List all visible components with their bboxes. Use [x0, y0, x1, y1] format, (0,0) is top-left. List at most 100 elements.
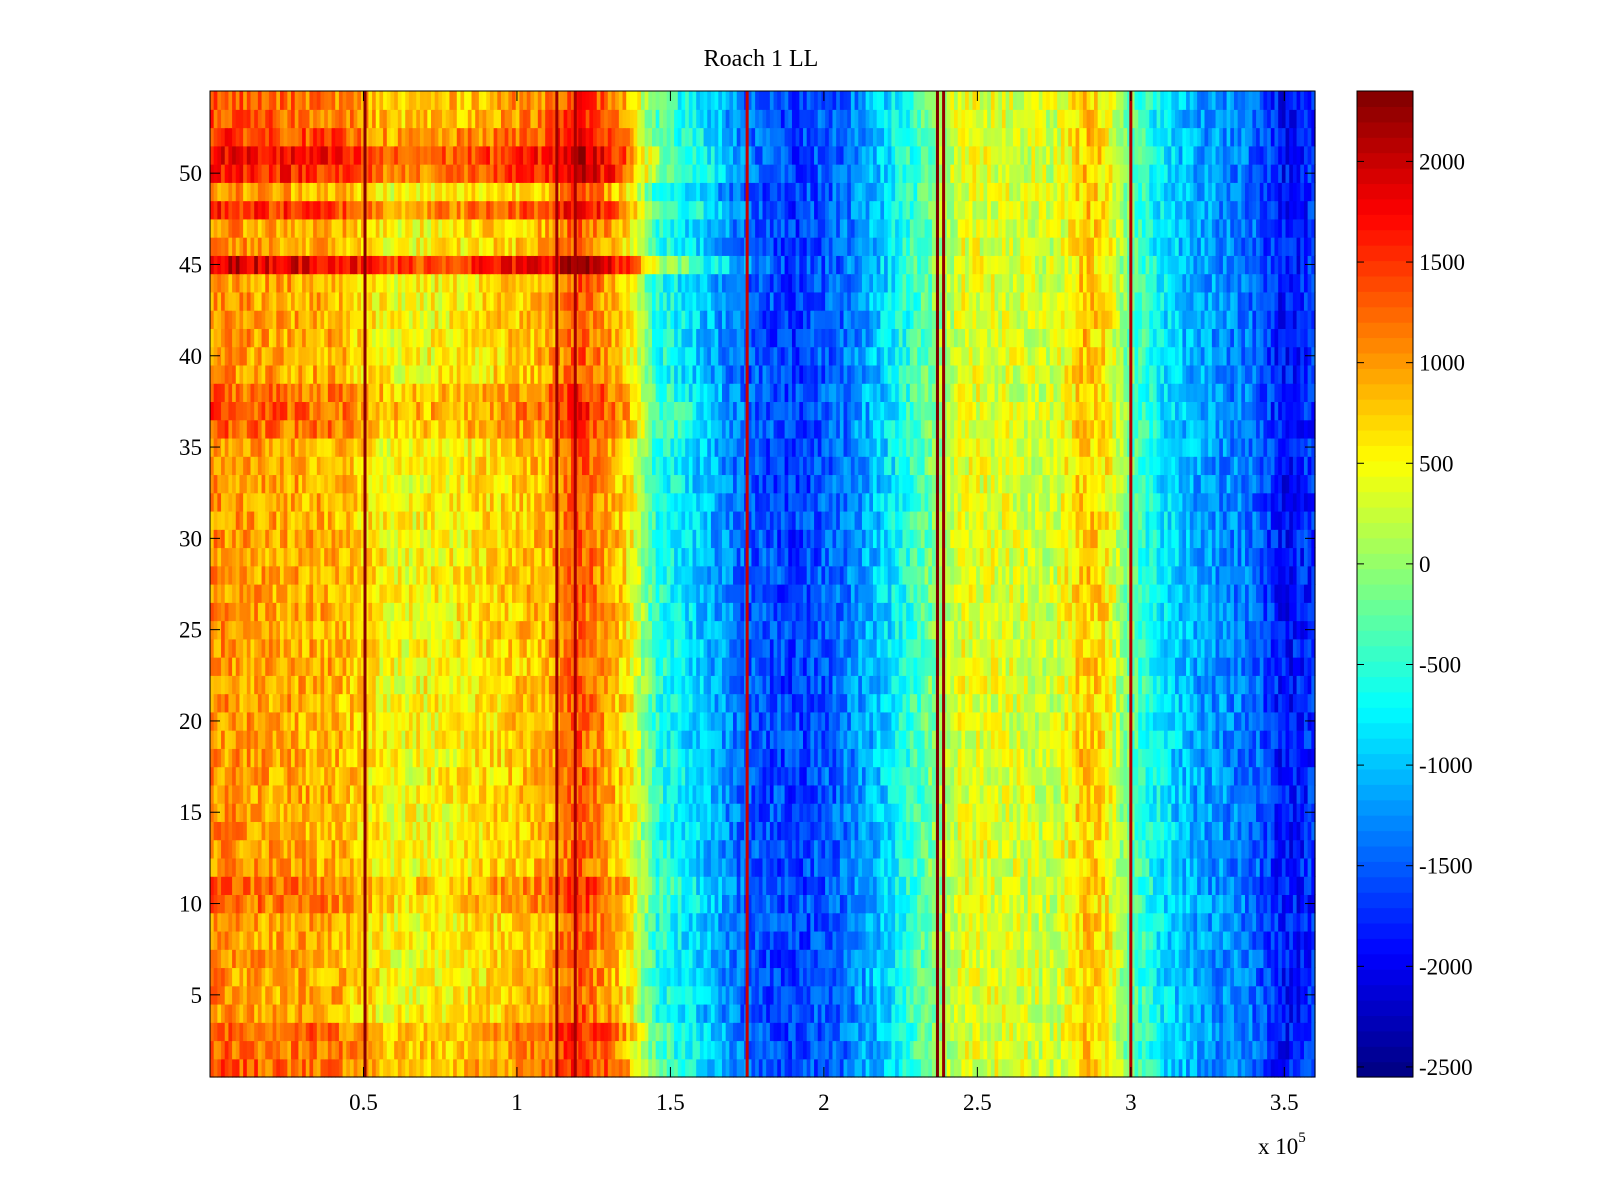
- heatmap-cell: [998, 821, 1003, 841]
- heatmap-cell: [950, 912, 955, 932]
- heatmap-cell: [460, 1003, 465, 1023]
- heatmap-cell: [1057, 912, 1062, 932]
- heatmap-cell: [994, 1003, 999, 1023]
- heatmap-cell: [416, 857, 421, 877]
- heatmap-cell: [887, 1058, 893, 1078]
- heatmap-cell: [239, 1040, 244, 1060]
- heatmap-cell: [931, 857, 937, 877]
- heatmap-cell: [291, 803, 296, 822]
- heatmap-cell: [976, 894, 981, 914]
- heatmap-cell: [1241, 1003, 1246, 1023]
- heatmap-cell: [257, 839, 263, 859]
- heatmap-cell: [250, 766, 255, 786]
- heatmap-cell: [803, 1003, 808, 1023]
- heatmap-cell: [1020, 821, 1025, 841]
- heatmap-cell: [1259, 857, 1265, 877]
- heatmap-cell: [987, 1040, 992, 1060]
- heatmap-cell: [806, 930, 811, 950]
- heatmap-cell: [500, 876, 506, 896]
- heatmap-cell: [1186, 1040, 1191, 1060]
- heatmap-cell: [397, 821, 403, 841]
- heatmap-cell: [924, 1022, 929, 1042]
- heatmap-cell: [799, 821, 804, 841]
- heatmap-cell: [372, 985, 377, 1005]
- heatmap-cell: [832, 967, 837, 987]
- heatmap-cell: [556, 949, 561, 969]
- heatmap-cell: [747, 876, 753, 896]
- heatmap-cell: [843, 894, 848, 914]
- heatmap-cell: [545, 803, 550, 822]
- heatmap-cell: [1016, 857, 1021, 877]
- heatmap-cell: [618, 894, 624, 914]
- heatmap-cell: [1009, 967, 1014, 987]
- heatmap-cell: [265, 857, 270, 877]
- heatmap-cell: [379, 912, 384, 932]
- heatmap-cell: [475, 766, 480, 786]
- heatmap-cell: [832, 784, 837, 804]
- heatmap-cell: [942, 930, 948, 950]
- heatmap-cell: [346, 894, 351, 914]
- heatmap-cell: [1292, 912, 1298, 932]
- heatmap-cell: [1112, 967, 1117, 987]
- heatmap-cell: [751, 803, 756, 822]
- heatmap-cell: [1226, 876, 1231, 896]
- heatmap-cell: [582, 912, 587, 932]
- heatmap-cell: [302, 894, 307, 914]
- heatmap-cell: [1193, 949, 1198, 969]
- heatmap-cell: [836, 894, 841, 914]
- heatmap-cell: [1270, 1058, 1276, 1078]
- heatmap-cell: [1175, 821, 1180, 841]
- heatmap-cell: [276, 766, 281, 786]
- heatmap-cell: [747, 1022, 753, 1042]
- heatmap-cell: [1020, 949, 1025, 969]
- heatmap-cell: [873, 985, 878, 1005]
- heatmap-cell: [861, 949, 867, 969]
- heatmap-cell: [1289, 857, 1294, 877]
- heatmap-cell: [1071, 803, 1077, 822]
- heatmap-cell: [880, 967, 885, 987]
- heatmap-cell: [928, 894, 933, 914]
- heatmap-cell: [843, 821, 848, 841]
- heatmap-cell: [788, 967, 793, 987]
- heatmap-cell: [1097, 857, 1102, 877]
- heatmap-cell: [467, 912, 473, 932]
- heatmap-cell: [626, 857, 631, 877]
- heatmap-cell: [618, 784, 624, 804]
- heatmap-cell: [519, 876, 524, 896]
- heatmap-cell: [1134, 821, 1139, 841]
- heatmap-cell: [692, 949, 697, 969]
- heatmap-cell: [924, 766, 929, 786]
- heatmap-cell: [1149, 912, 1154, 932]
- heatmap-cell: [652, 930, 657, 950]
- heatmap-cell: [545, 1003, 550, 1023]
- heatmap-cell: [1031, 1022, 1036, 1042]
- heatmap-cell: [1163, 985, 1169, 1005]
- heatmap-cell: [1141, 949, 1147, 969]
- heatmap-cell: [261, 930, 266, 950]
- heatmap-cell: [235, 1022, 241, 1042]
- heatmap-cell: [1278, 1058, 1283, 1078]
- heatmap-cell: [445, 766, 451, 786]
- heatmap-cell: [512, 857, 517, 877]
- heatmap-cell: [1027, 930, 1032, 950]
- heatmap-cell: [968, 949, 974, 969]
- heatmap-cell: [703, 857, 708, 877]
- heatmap-cell: [1160, 949, 1165, 969]
- heatmap-cell: [1068, 821, 1073, 841]
- heatmap-cell: [784, 839, 789, 859]
- heatmap-cell: [596, 1058, 602, 1078]
- heatmap-cell: [1123, 784, 1128, 804]
- heatmap-cell: [228, 803, 233, 822]
- heatmap-cell: [648, 1040, 653, 1060]
- heatmap-cell: [1145, 1058, 1150, 1078]
- heatmap-cell: [1112, 912, 1117, 932]
- heatmap-cell: [434, 1058, 439, 1078]
- heatmap-cell: [600, 821, 605, 841]
- heatmap-cell: [1211, 949, 1217, 969]
- heatmap-cell: [438, 821, 443, 841]
- heatmap-cell: [589, 1058, 594, 1078]
- heatmap-cell: [633, 1040, 638, 1060]
- heatmap-cell: [523, 857, 528, 877]
- heatmap-cell: [593, 1040, 598, 1060]
- heatmap-cell: [1200, 1022, 1206, 1042]
